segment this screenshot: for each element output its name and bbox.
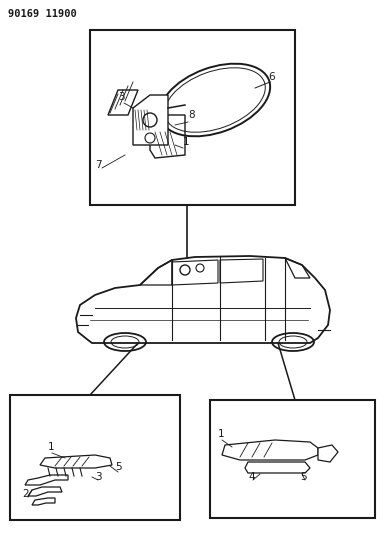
Text: 90169 11900: 90169 11900	[8, 9, 77, 19]
Text: 4: 4	[248, 472, 255, 482]
Text: 1: 1	[183, 137, 190, 147]
Text: 2: 2	[22, 489, 28, 499]
Circle shape	[143, 113, 157, 127]
Polygon shape	[245, 462, 310, 473]
Text: 3: 3	[95, 472, 102, 482]
Polygon shape	[222, 440, 318, 460]
Polygon shape	[32, 498, 55, 505]
Polygon shape	[28, 487, 62, 496]
Polygon shape	[150, 115, 185, 158]
Bar	[10, 395, 180, 520]
Text: 7: 7	[95, 160, 102, 170]
Bar	[90, 30, 295, 205]
Circle shape	[145, 133, 155, 143]
Circle shape	[196, 264, 204, 272]
Text: 8: 8	[188, 110, 195, 120]
Text: 3: 3	[118, 92, 125, 102]
Text: 5: 5	[300, 472, 307, 482]
Text: 5: 5	[115, 462, 122, 472]
Circle shape	[180, 265, 190, 275]
Text: 6: 6	[268, 72, 275, 82]
Polygon shape	[40, 455, 112, 468]
Polygon shape	[318, 445, 338, 462]
Bar	[210, 400, 375, 518]
Polygon shape	[133, 95, 168, 145]
Text: 1: 1	[48, 442, 55, 452]
Polygon shape	[25, 475, 68, 485]
Text: 1: 1	[218, 429, 225, 439]
